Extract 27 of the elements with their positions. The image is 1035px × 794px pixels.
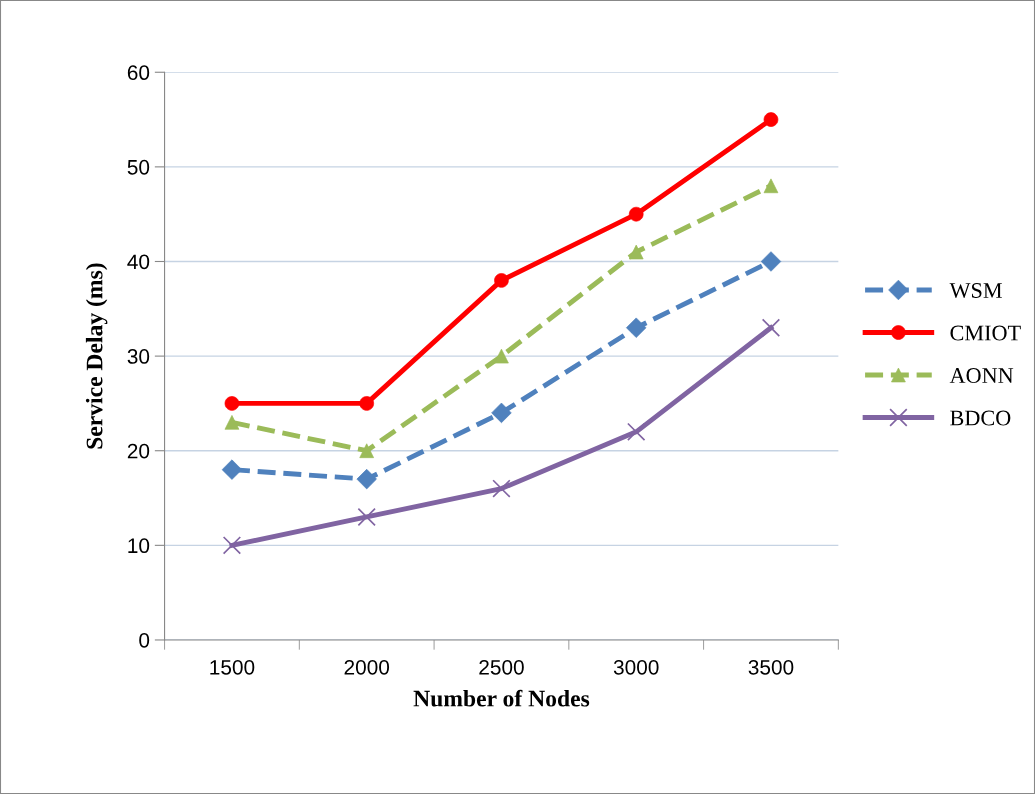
point bbox=[760, 251, 782, 272]
y-tick-label: 60 bbox=[127, 65, 150, 81]
legend-label: WSM bbox=[949, 283, 1002, 299]
y-tick-label: 20 bbox=[127, 443, 150, 459]
legend-label: AONN bbox=[949, 368, 1014, 383]
point bbox=[356, 468, 377, 490]
y-axis-title: Service Delay (ms) bbox=[85, 263, 108, 449]
point bbox=[626, 317, 647, 338]
y-tick-label: 10 bbox=[128, 538, 150, 554]
x-tick-label: 2000 bbox=[344, 659, 390, 675]
point bbox=[222, 536, 242, 555]
x-tick-label: 3000 bbox=[613, 659, 659, 675]
point bbox=[359, 443, 374, 459]
x-axis-title: Number of Nodes bbox=[413, 689, 590, 707]
point bbox=[357, 507, 376, 527]
y-tick-label: 40 bbox=[127, 254, 150, 270]
legend-label: BDCO bbox=[950, 410, 1011, 426]
y-tick-label: 0 bbox=[139, 632, 150, 648]
y-tick-label: 30 bbox=[127, 349, 150, 364]
legend-label: CMIOT bbox=[950, 325, 1021, 341]
point bbox=[761, 318, 781, 337]
x-tick-label: 1500 bbox=[210, 659, 255, 675]
y-tick-label: 50 bbox=[127, 159, 150, 175]
x-tick-label: 3500 bbox=[748, 659, 794, 675]
point bbox=[627, 422, 646, 441]
point bbox=[492, 479, 511, 498]
x-tick-label: 2500 bbox=[479, 659, 524, 675]
